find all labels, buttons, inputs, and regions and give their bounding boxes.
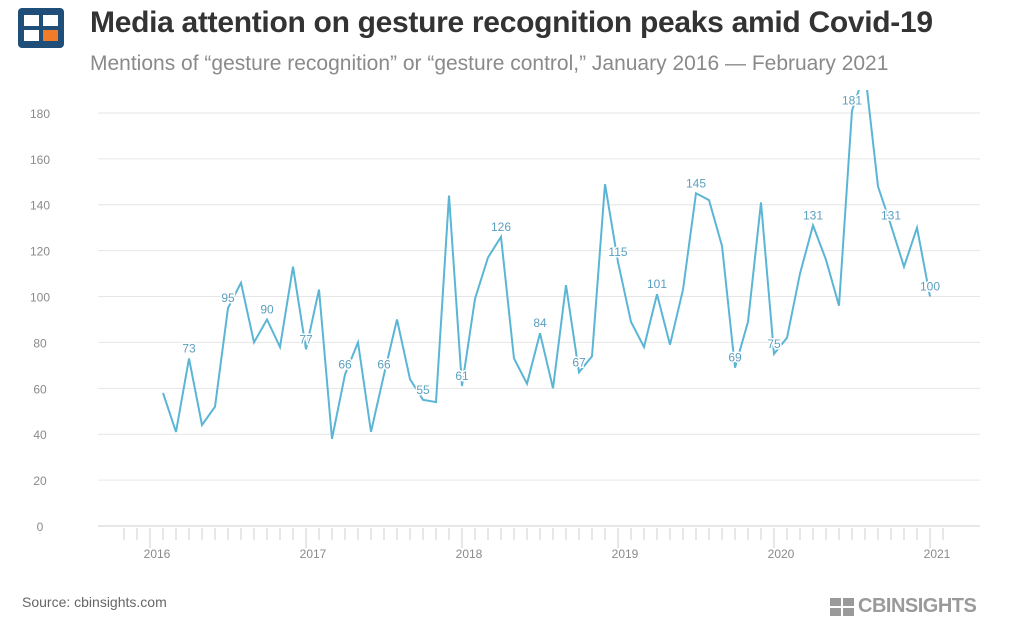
data-label: 101 xyxy=(647,277,667,291)
y-tick-label: 180 xyxy=(30,107,50,121)
data-label: 67 xyxy=(572,355,586,369)
y-tick-label: 80 xyxy=(33,336,47,350)
y-tick-label: 60 xyxy=(33,382,47,396)
chart-title: Media attention on gesture recognition p… xyxy=(90,6,933,39)
source-note: Source: cbinsights.com xyxy=(22,594,167,610)
y-tick-label: 20 xyxy=(33,474,47,488)
brand-name: CBINSIGHTS xyxy=(858,595,977,617)
data-label: 55 xyxy=(416,383,430,397)
x-tick-label: 2021 xyxy=(924,547,951,561)
data-label: 69 xyxy=(728,351,742,365)
y-tick-label: 140 xyxy=(30,199,50,213)
data-label: 90 xyxy=(260,302,274,316)
cb-insights-logo xyxy=(18,8,64,48)
chart-subtitle: Mentions of “gesture recognition” or “ge… xyxy=(90,52,889,75)
brand-footer: CBINSIGHTS xyxy=(830,594,1016,620)
data-label: 75 xyxy=(767,337,781,351)
x-tick-label: 2017 xyxy=(300,547,327,561)
y-tick-label: 40 xyxy=(33,428,47,442)
data-label: 66 xyxy=(377,358,391,372)
data-label: 145 xyxy=(686,176,706,190)
x-tick-label: 2018 xyxy=(456,547,483,561)
data-label: 181 xyxy=(842,94,862,108)
y-tick-label: 160 xyxy=(30,153,50,167)
data-label: 100 xyxy=(920,280,940,294)
series-line xyxy=(162,90,931,439)
data-label: 84 xyxy=(533,316,547,330)
y-tick-label: 0 xyxy=(37,520,44,534)
data-label: 73 xyxy=(182,341,196,355)
data-label: 115 xyxy=(608,245,627,259)
y-tick-label: 120 xyxy=(30,245,50,259)
cb-icon xyxy=(830,598,854,616)
y-tick-label: 100 xyxy=(30,291,50,305)
data-label: 131 xyxy=(881,208,901,222)
data-label: 66 xyxy=(338,358,352,372)
data-label: 77 xyxy=(299,332,313,346)
x-tick-label: 2019 xyxy=(612,547,639,561)
data-label: 61 xyxy=(455,369,469,383)
line-chart: 0 20 40 60 80 100 120 140 160 180 2016 2017 2018 2019… xyxy=(30,90,980,561)
data-label: 126 xyxy=(491,220,511,234)
data-label: 95 xyxy=(221,291,235,305)
x-tick-label: 2016 xyxy=(144,547,171,561)
x-tick-label: 2020 xyxy=(768,547,795,561)
data-label: 131 xyxy=(803,208,823,222)
